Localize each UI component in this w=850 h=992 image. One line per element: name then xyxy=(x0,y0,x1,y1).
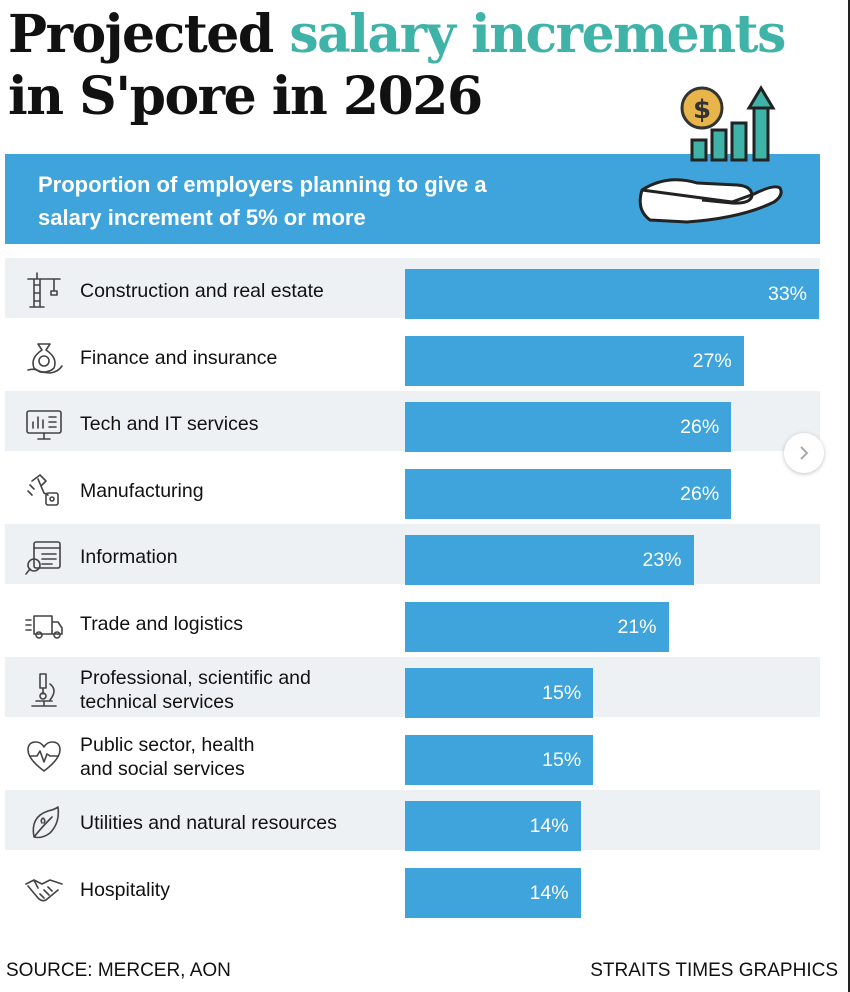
robot-arm-icon xyxy=(27,473,59,506)
heart-pulse-icon xyxy=(27,740,61,772)
category-label: Hospitality xyxy=(80,860,390,920)
category-label-line: Trade and logistics xyxy=(80,612,243,635)
document-search-icon xyxy=(25,541,61,575)
bar: 33% xyxy=(405,269,819,319)
money-bag-hand-icon xyxy=(27,342,63,374)
title-accent: salary increments xyxy=(289,4,786,65)
bar: 23% xyxy=(405,535,694,585)
category-label: Construction and real estate xyxy=(80,261,390,321)
bar: 27% xyxy=(405,335,744,386)
category-label-line: Hospitality xyxy=(80,878,170,901)
bar-value-label: 15% xyxy=(542,682,582,704)
category-label-line: Construction and real estate xyxy=(80,280,324,302)
category-label: Trade and logistics xyxy=(80,594,390,654)
category-label: Professional, scientific and technical se… xyxy=(80,660,390,720)
bar-value-label: 27% xyxy=(692,349,732,372)
bar: 26% xyxy=(405,402,732,452)
page-edge-line xyxy=(848,0,850,992)
bar: 21% xyxy=(405,601,669,652)
category-label: Utilities and natural resources xyxy=(80,793,390,853)
category-label: Information xyxy=(80,527,390,587)
monitor-chart-icon xyxy=(26,410,62,440)
category-label: Finance and insurance xyxy=(80,328,390,388)
chart-title: Projected salary increments in S'pore in… xyxy=(8,4,808,128)
salary-hand-icon: $ xyxy=(638,85,783,224)
category-label-line: Utilities and natural resources xyxy=(80,812,337,834)
handshake-icon xyxy=(25,878,63,901)
banner-text: Proportion of employers planning to give… xyxy=(38,168,598,234)
category-label: Public sector, health and social services xyxy=(80,727,390,787)
title-part1: Projected xyxy=(8,4,290,65)
subtitle-banner: Proportion of employers planning to give… xyxy=(5,154,820,244)
delivery-truck-icon xyxy=(25,614,63,639)
category-label: Manufacturing xyxy=(80,461,390,521)
crane-icon xyxy=(27,272,61,308)
chevron-right-icon xyxy=(800,446,809,460)
bar-value-label: 26% xyxy=(680,416,720,438)
microscope-icon xyxy=(31,673,57,707)
bar: 26% xyxy=(405,468,732,519)
bar-value-label: 14% xyxy=(529,815,569,837)
bar: 14% xyxy=(405,867,581,918)
category-label: Tech and IT services xyxy=(80,394,390,454)
category-label-line: technical services xyxy=(80,691,234,713)
category-label-line: and social services xyxy=(80,757,245,780)
bar-value-label: 14% xyxy=(529,881,569,904)
category-label-line: Manufacturing xyxy=(80,479,204,502)
bar-value-label: 23% xyxy=(642,549,682,571)
bar-value-label: 26% xyxy=(680,482,720,505)
bar-value-label: 15% xyxy=(542,748,582,771)
category-label-line: Professional, scientific and xyxy=(80,667,311,689)
category-label-line: Tech and IT services xyxy=(80,413,259,435)
bar: 15% xyxy=(405,734,594,785)
category-label-line: Public sector, health xyxy=(80,733,255,756)
banner-line2: salary increment of 5% or more xyxy=(38,205,366,230)
category-label-line: Information xyxy=(80,546,178,568)
next-slide-button[interactable] xyxy=(784,433,824,473)
category-label-line: Finance and insurance xyxy=(80,346,278,369)
svg-text:$: $ xyxy=(693,95,711,125)
leaf-icon xyxy=(32,806,60,839)
source-note: SOURCE: MERCER, AON xyxy=(6,960,231,981)
graphics-credit: STRAITS TIMES GRAPHICS xyxy=(590,960,838,981)
title-line2: in S'pore in 2026 xyxy=(8,66,483,127)
bar: 14% xyxy=(405,801,581,851)
bar-value-label: 33% xyxy=(767,283,807,305)
bar: 15% xyxy=(405,668,594,718)
banner-line1: Proportion of employers planning to give… xyxy=(38,172,487,197)
bar-value-label: 21% xyxy=(617,615,657,638)
